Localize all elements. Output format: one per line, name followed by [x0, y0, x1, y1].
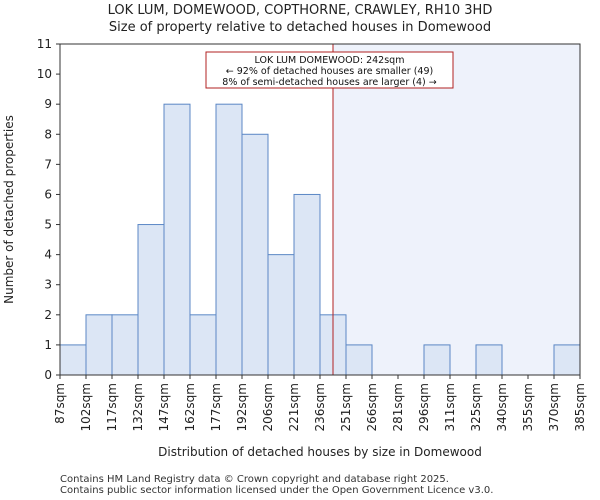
histogram-bar — [345, 344, 373, 376]
histogram-bar — [215, 103, 243, 376]
y-tick-label: 7 — [44, 157, 52, 171]
x-tick-label: 177sqm — [209, 383, 223, 431]
annotation-larger: 8% of semi-detached houses are larger (4… — [222, 77, 436, 88]
y-tick-label: 4 — [44, 248, 52, 262]
y-tick-label: 11 — [37, 37, 52, 51]
y-tick-label: 6 — [44, 187, 52, 201]
footer-licence: Contains public sector information licen… — [60, 485, 494, 496]
footer-copyright: Contains HM Land Registry data © Crown c… — [60, 474, 449, 485]
histogram-bar — [267, 254, 295, 376]
x-tick-label: 251sqm — [339, 383, 353, 431]
chart-title: Size of property relative to detached ho… — [108, 20, 492, 35]
histogram-bar — [137, 224, 165, 376]
annotation-title: LOK LUM DOMEWOOD: 242sqm — [255, 55, 405, 66]
y-tick-label: 9 — [44, 97, 52, 111]
x-tick-label: 147sqm — [157, 383, 171, 431]
x-tick-label: 132sqm — [131, 383, 145, 431]
x-tick-label: 206sqm — [261, 383, 275, 431]
x-tick-label: 117sqm — [105, 383, 119, 431]
x-tick-label: 370sqm — [547, 383, 561, 431]
x-tick-label: 385sqm — [573, 383, 587, 431]
x-tick-label: 162sqm — [183, 383, 197, 431]
y-tick-label: 8 — [44, 127, 52, 141]
x-tick-label: 192sqm — [235, 383, 249, 431]
x-tick-label: 281sqm — [391, 383, 405, 431]
histogram-bar — [423, 344, 451, 376]
histogram-bar — [85, 314, 113, 376]
x-tick-label: 355sqm — [521, 383, 535, 431]
y-tick-label: 5 — [44, 218, 52, 232]
x-tick-label: 266sqm — [365, 383, 379, 431]
histogram-bar — [293, 193, 321, 376]
x-tick-label: 87sqm — [53, 383, 67, 424]
x-tick-label: 296sqm — [417, 383, 431, 431]
y-tick-label: 0 — [44, 368, 52, 382]
y-axis-label: Number of detached properties — [2, 115, 16, 304]
x-tick-label: 325sqm — [469, 383, 483, 431]
histogram-bar — [553, 344, 581, 376]
histogram-bar — [475, 344, 503, 376]
highlight-region — [333, 44, 580, 375]
x-tick-label: 102sqm — [79, 383, 93, 431]
histogram-bar — [111, 314, 139, 376]
histogram-bar — [241, 133, 269, 376]
histogram-bar — [189, 314, 217, 376]
x-tick-label: 311sqm — [443, 383, 457, 431]
y-tick-label: 10 — [37, 67, 52, 81]
x-axis-label: Distribution of detached houses by size … — [158, 445, 482, 459]
x-tick-label: 340sqm — [495, 383, 509, 431]
histogram-bar — [59, 344, 87, 376]
annotation-smaller: ← 92% of detached houses are smaller (49… — [226, 66, 433, 77]
chart-title-address: LOK LUM, DOMEWOOD, COPTHORNE, CRAWLEY, R… — [107, 3, 493, 18]
y-tick-label: 2 — [44, 308, 52, 322]
y-tick-label: 1 — [44, 338, 52, 352]
x-tick-label: 221sqm — [287, 383, 301, 431]
y-tick-label: 3 — [44, 278, 52, 292]
x-tick-label: 236sqm — [313, 383, 327, 431]
annotation-box — [205, 51, 454, 89]
histogram-chart: 0 1 2 3 4 5 6 7 8 9 10 11 87sqm 102sqm 117sqm 132sqm 147… — [2, 37, 587, 459]
histogram-bar — [163, 103, 191, 376]
